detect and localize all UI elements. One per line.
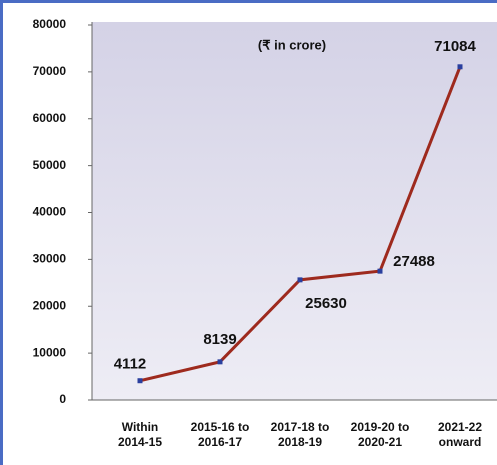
frame-edge — [0, 0, 3, 465]
annotation: (₹ in crore) — [258, 37, 326, 52]
x-tick-label: 2015-16 to 2016-17 — [190, 420, 250, 449]
x-tick-label: 2021-22 onward — [437, 420, 483, 449]
data-label: 4112 — [114, 356, 147, 373]
marker — [297, 277, 303, 283]
x-tick-label: Within 2014-15 — [117, 420, 163, 449]
data-label: 25630 — [305, 295, 347, 312]
frame-edge — [0, 0, 497, 3]
y-tick-label: 40000 — [33, 205, 67, 219]
x-tick-label: 2017-18 to 2018-19 — [270, 420, 330, 449]
y-tick-label: 70000 — [33, 64, 67, 78]
y-tick-label: 20000 — [33, 298, 67, 312]
marker — [137, 378, 143, 384]
data-label: 8139 — [203, 331, 236, 348]
marker — [377, 268, 383, 274]
y-tick-label: 30000 — [33, 252, 67, 266]
y-tick-label: 80000 — [33, 17, 67, 31]
data-label: 71084 — [434, 38, 476, 55]
data-label: 27488 — [393, 253, 435, 270]
y-tick-label: 10000 — [33, 345, 67, 359]
y-tick-label: 60000 — [33, 111, 67, 125]
marker — [457, 64, 463, 70]
x-tick-label: 2019-20 to 2020-21 — [350, 420, 410, 449]
y-tick-label: 50000 — [33, 158, 67, 172]
plot-area — [92, 22, 497, 400]
y-tick-label: 0 — [59, 392, 66, 406]
marker — [217, 359, 223, 365]
